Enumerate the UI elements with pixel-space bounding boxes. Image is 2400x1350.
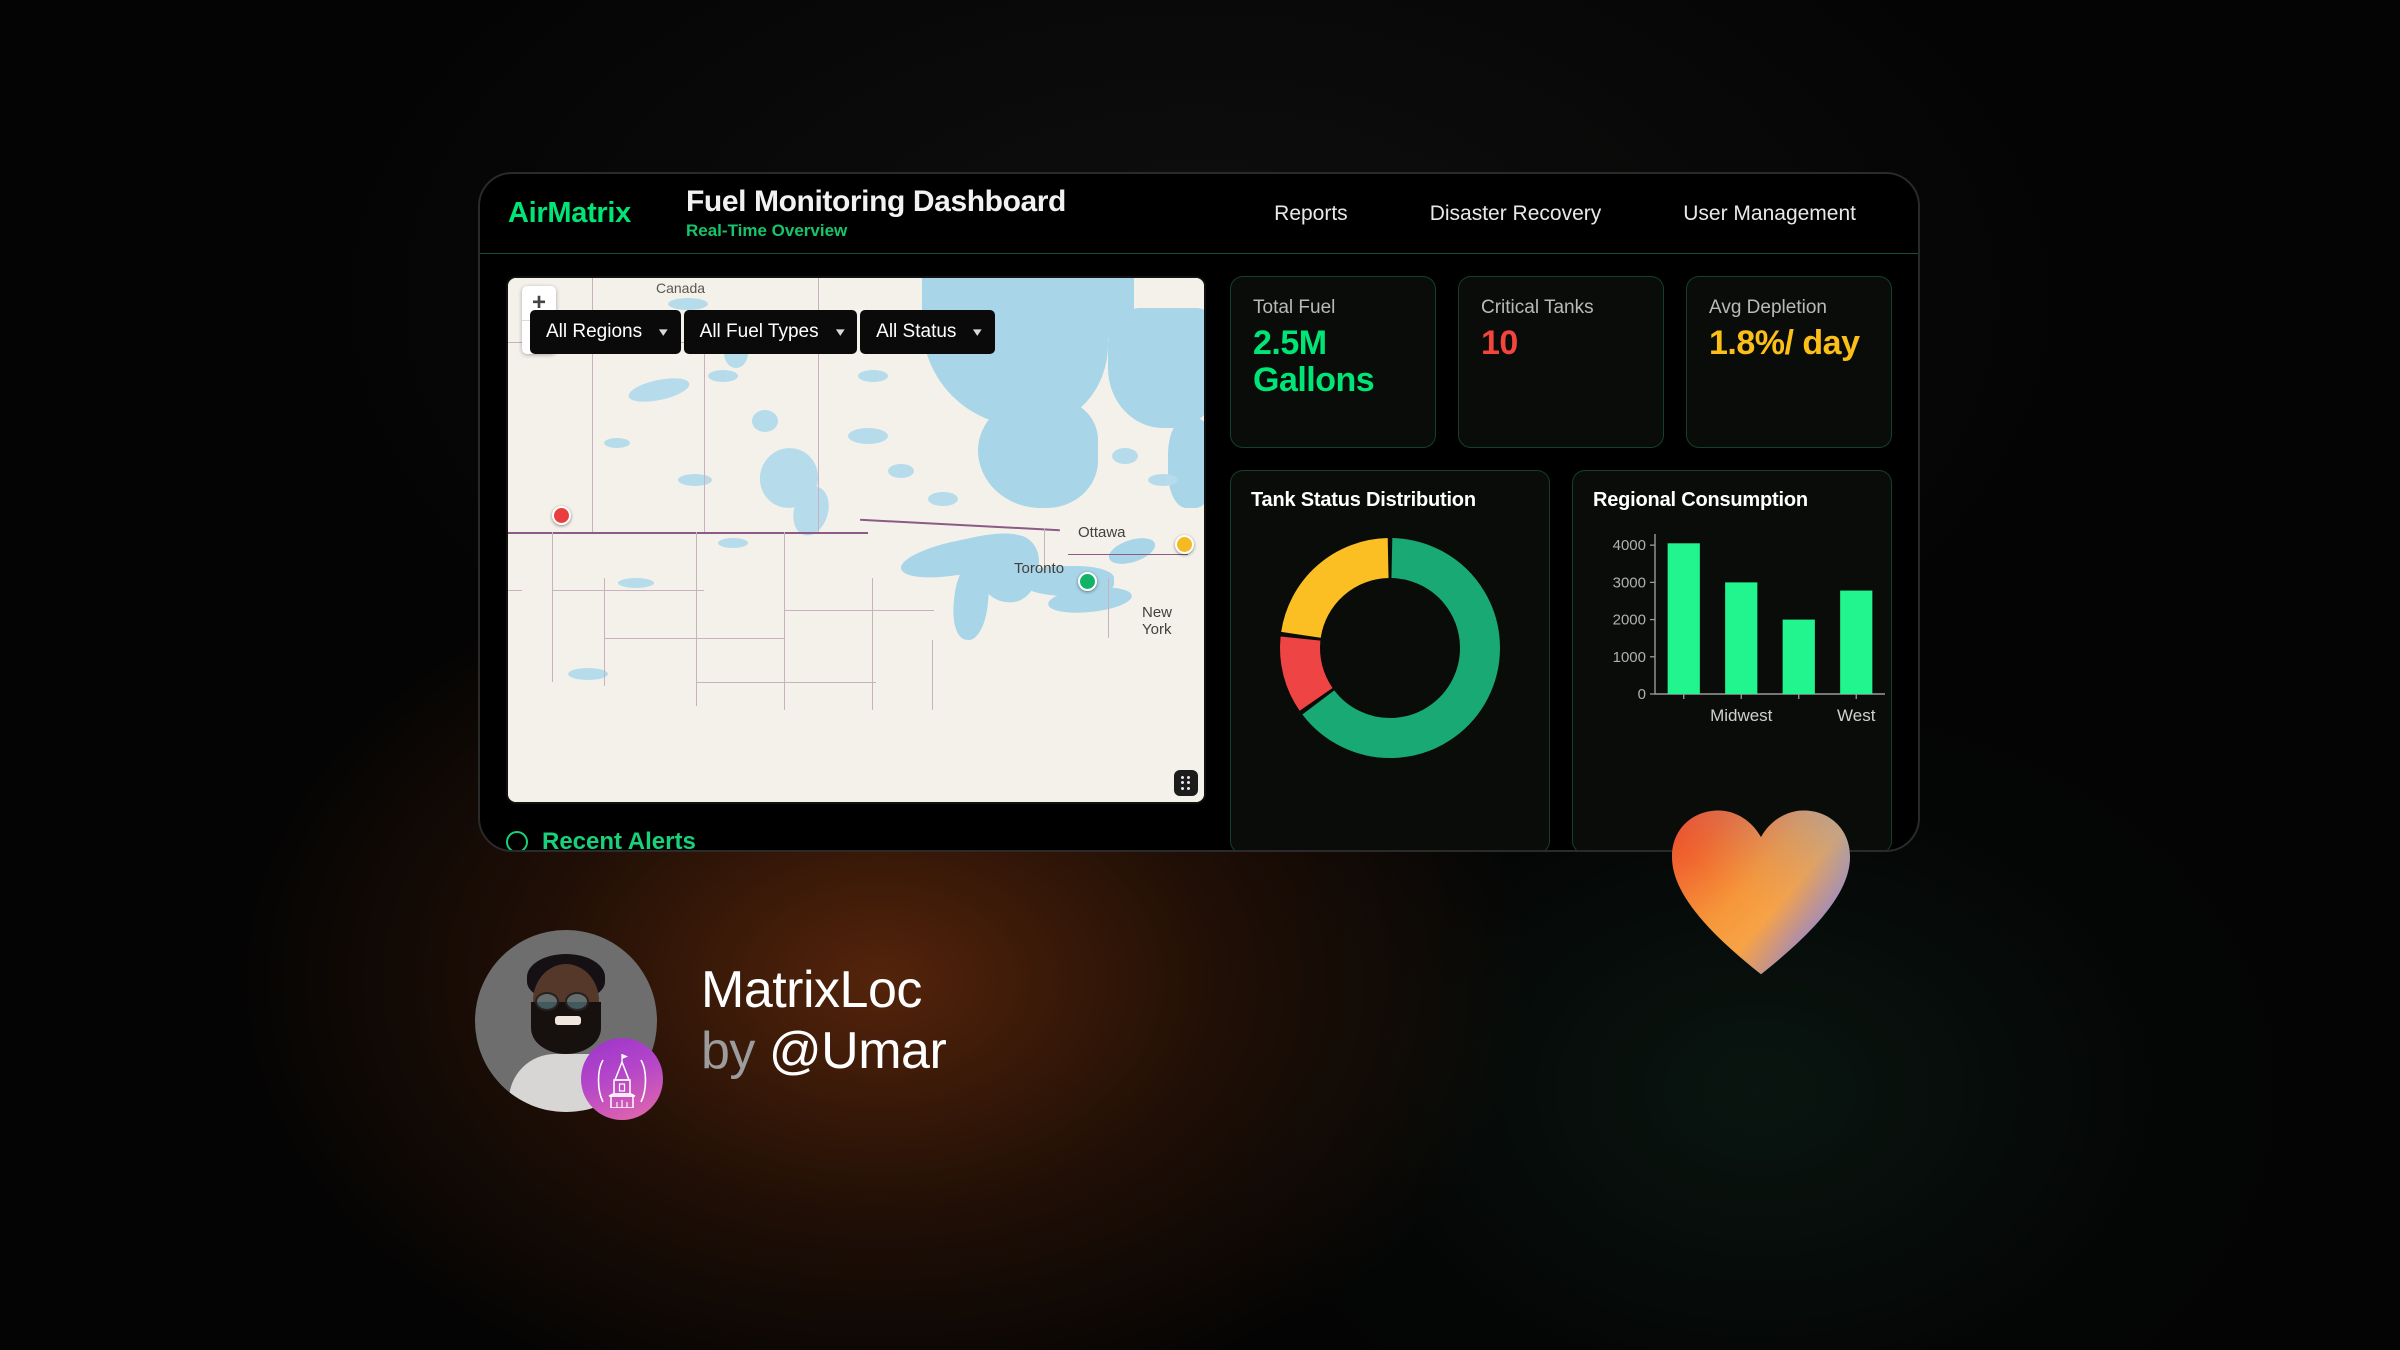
map-marker-critical[interactable] — [552, 506, 571, 525]
nav-disaster-recovery[interactable]: Disaster Recovery — [1429, 201, 1602, 225]
dashboard-window: AirMatrix Fuel Monitoring Dashboard Real… — [478, 172, 1920, 852]
university-tower-icon — [597, 1054, 647, 1108]
filter-status-select[interactable]: All Status ▾ — [860, 310, 995, 354]
donut-chart-svg — [1280, 538, 1500, 758]
filter-fuel-type-select[interactable]: All Fuel Types ▾ — [683, 310, 858, 354]
author-handle: @Umar — [768, 1022, 947, 1080]
map-filter-bar: All Regions ▾ All Fuel Types ▾ All Statu… — [530, 310, 995, 354]
kpi-critical-tanks-label: Critical Tanks — [1481, 297, 1594, 318]
y-axis-label: 2000 — [1613, 612, 1646, 629]
avatar — [475, 930, 663, 1120]
map-label-new-york: New York — [1142, 604, 1173, 638]
nav-user-management[interactable]: User Management — [1683, 201, 1856, 225]
chevron-down-icon: ▾ — [835, 324, 845, 339]
filter-status-value: All Status — [876, 321, 957, 342]
filter-region-select[interactable]: All Regions ▾ — [530, 310, 681, 354]
chevron-down-icon: ▾ — [973, 324, 983, 339]
x-axis-label: West — [1837, 706, 1876, 725]
avatar-glasses-right — [565, 992, 589, 1011]
product-name: MatrixLoc — [701, 960, 922, 1019]
bell-icon — [506, 831, 528, 850]
donut-slice-critical[interactable] — [1280, 636, 1333, 711]
kpi-critical-tanks[interactable]: Critical Tanks 10 — [1458, 276, 1664, 448]
regional-consumption-card[interactable]: Regional Consumption 0 1000 2000 3000 4000 Mi… — [1572, 470, 1892, 850]
author-line: by @Umar — [701, 1021, 947, 1082]
map-marker-warning[interactable] — [1175, 535, 1194, 554]
y-axis-label: 0 — [1638, 686, 1646, 703]
regional-consumption-chart[interactable]: 0 1000 2000 3000 4000 Midwest West — [1593, 522, 1885, 742]
avatar-photo — [475, 930, 657, 1112]
by-word: by — [701, 1022, 755, 1080]
nav-reports[interactable]: Reports — [1274, 201, 1348, 225]
avatar-glasses-left — [535, 992, 559, 1011]
recent-alerts-section[interactable]: Recent Alerts — [506, 828, 696, 852]
x-axis-label: Midwest — [1710, 706, 1773, 725]
fuel-map[interactable]: Canada Ottawa Toronto New York + − All R… — [506, 276, 1206, 804]
donut-slice-warning[interactable] — [1281, 538, 1390, 639]
brand-logo[interactable]: AirMatrix — [508, 197, 631, 229]
filter-fuel-type-value: All Fuel Types — [699, 321, 819, 342]
map-marker-normal[interactable] — [1078, 572, 1097, 591]
bar-west[interactable] — [1840, 590, 1873, 694]
page-subtitle: Real-Time Overview — [686, 220, 848, 240]
y-axis-label: 1000 — [1613, 649, 1646, 666]
branding-block: MatrixLoc by @Umar — [475, 930, 947, 1120]
filter-region-value: All Regions — [546, 321, 643, 342]
kpi-total-fuel-value: 2.5M Gallons — [1253, 324, 1375, 399]
map-label-canada: Canada — [656, 280, 706, 296]
map-label-toronto: Toronto — [1014, 560, 1065, 577]
title-block: Fuel Monitoring Dashboard Real-Time Over… — [686, 185, 1066, 240]
zoom-in-button[interactable]: + — [531, 289, 546, 316]
main-nav: Reports Disaster Recovery User Managemen… — [1274, 202, 1856, 226]
bar-midwest[interactable] — [1725, 582, 1758, 694]
regional-consumption-title: Regional Consumption — [1593, 489, 1808, 511]
university-badge-icon — [581, 1038, 663, 1120]
y-axis-label: 4000 — [1613, 537, 1646, 554]
kpi-avg-depletion[interactable]: Avg Depletion 1.8%/ day — [1686, 276, 1892, 448]
drag-handle-icon[interactable] — [1174, 770, 1198, 796]
chart-row: Tank Status Distribution Regional Consum… — [1230, 470, 1892, 850]
tank-status-donut[interactable] — [1251, 528, 1529, 768]
kpi-total-fuel-label: Total Fuel — [1253, 297, 1336, 318]
kpi-row: Total Fuel 2.5M Gallons Critical Tanks 1… — [1230, 276, 1892, 448]
y-axis-label: 3000 — [1613, 574, 1646, 591]
kpi-avg-depletion-label: Avg Depletion — [1709, 297, 1827, 318]
tank-status-card[interactable]: Tank Status Distribution — [1230, 470, 1550, 850]
donut-slice-normal[interactable] — [1302, 538, 1500, 758]
branding-text: MatrixLoc by @Umar — [701, 960, 947, 1083]
bar-northeast[interactable] — [1667, 543, 1700, 694]
app-header: AirMatrix Fuel Monitoring Dashboard Real… — [480, 174, 1918, 254]
chevron-down-icon: ▾ — [658, 324, 668, 339]
recent-alerts-title: Recent Alerts — [542, 828, 696, 852]
tank-status-title: Tank Status Distribution — [1251, 489, 1476, 511]
dashboard-body: Canada Ottawa Toronto New York + − All R… — [480, 254, 1918, 850]
map-label-ottawa: Ottawa — [1078, 524, 1126, 541]
map-canvas[interactable]: Canada Ottawa Toronto New York — [508, 278, 1204, 802]
kpi-avg-depletion-value: 1.8%/ day — [1709, 324, 1860, 362]
bar-chart-svg: 0 1000 2000 3000 4000 Midwest West — [1613, 534, 1885, 725]
bar-south[interactable] — [1782, 619, 1815, 694]
avatar-mouth — [555, 1016, 581, 1025]
metrics-column: Total Fuel 2.5M Gallons Critical Tanks 1… — [1230, 276, 1892, 850]
page-title: Fuel Monitoring Dashboard — [686, 185, 1066, 219]
kpi-total-fuel[interactable]: Total Fuel 2.5M Gallons — [1230, 276, 1436, 448]
avatar-beard — [531, 1002, 601, 1054]
heart-icon — [1672, 810, 1850, 975]
kpi-critical-tanks-value: 10 — [1481, 324, 1518, 362]
